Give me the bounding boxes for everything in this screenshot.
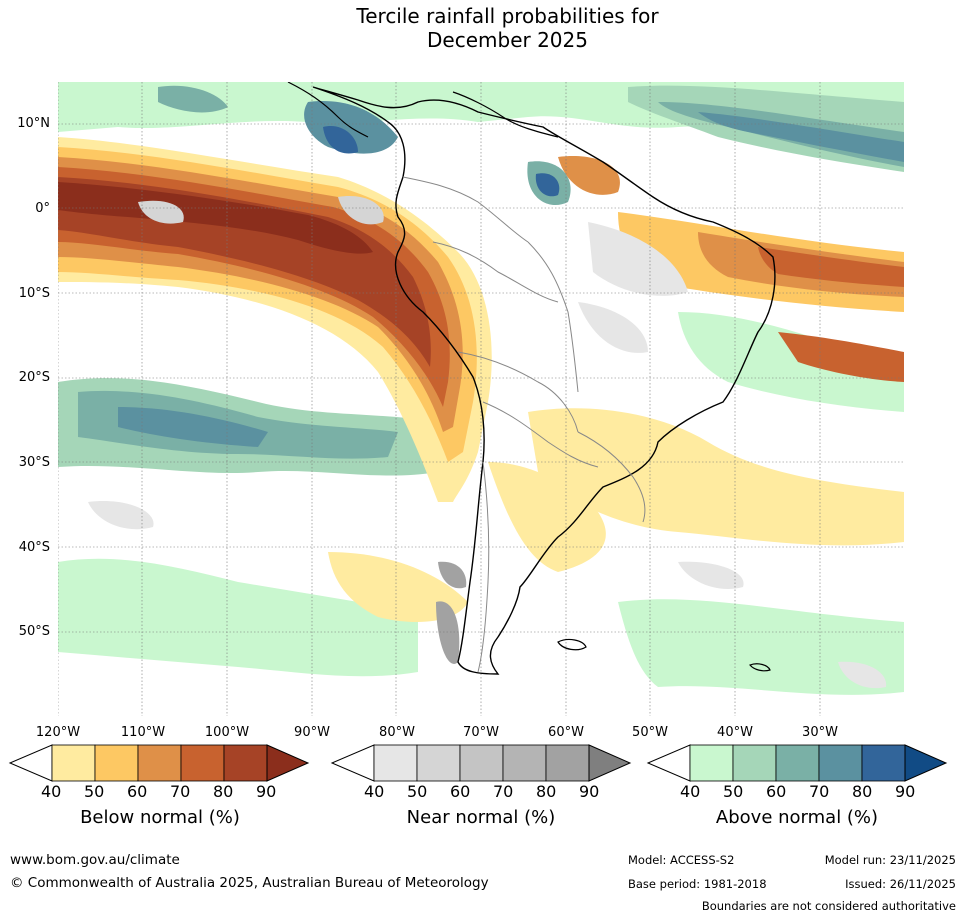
near-normal-low-arrow: [330, 744, 375, 782]
above-normal-swatch-1: [689, 744, 734, 782]
lon-label-70w: 70°W: [463, 725, 499, 740]
near-normal-areas: [88, 196, 887, 689]
footer-base-period: Base period: 1981-2018: [628, 877, 767, 891]
near-normal-swatch-5: [545, 744, 590, 782]
lon-label-40w: 40°W: [717, 725, 753, 740]
lat-label-40s: 40°S: [18, 540, 50, 555]
below-tick-40: 40: [41, 782, 62, 801]
above-tick-80: 80: [852, 782, 873, 801]
footer-model-run: Model run: 23/11/2025: [824, 853, 956, 867]
above-tick-40: 40: [680, 782, 701, 801]
near-normal-swatch-1: [373, 744, 418, 782]
lat-label-10s: 10°S: [18, 286, 50, 301]
south-america-coastline: [312, 86, 776, 675]
lon-label-120w: 120°W: [35, 725, 81, 740]
country-boundaries: [402, 176, 646, 673]
graticule: [58, 82, 904, 716]
lon-label-60w: 60°W: [548, 725, 584, 740]
central-america-coastline: [287, 82, 559, 138]
lon-label-110w: 110°W: [120, 725, 166, 740]
map-canvas: [58, 82, 904, 716]
lat-label-30s: 30°S: [18, 455, 50, 470]
near-tick-80: 80: [536, 782, 557, 801]
below-tick-70: 70: [170, 782, 191, 801]
below-normal-swatch-3: [137, 744, 182, 782]
below-tick-50: 50: [84, 782, 105, 801]
lon-label-100w: 100°W: [204, 725, 250, 740]
near-tick-50: 50: [407, 782, 428, 801]
above-normal-swatch-3: [775, 744, 820, 782]
below-normal-title: Below normal (%): [80, 807, 240, 828]
above-tick-60: 60: [766, 782, 787, 801]
above-normal-swatch-4: [818, 744, 863, 782]
near-normal-swatch-3: [459, 744, 504, 782]
map-title: Tercile rainfall probabilities for Decem…: [0, 4, 965, 52]
below-normal-swatch-4: [180, 744, 225, 782]
footer-disclaimer: Boundaries are not considered authoritat…: [701, 899, 956, 913]
below-normal-high-arrow: [266, 744, 310, 782]
lon-label-30w: 30°W: [802, 725, 838, 740]
near-tick-60: 60: [450, 782, 471, 801]
below-tick-90: 90: [256, 782, 277, 801]
lat-label-0: 0°: [35, 201, 50, 216]
footer-model: Model: ACCESS-S2: [628, 853, 735, 867]
above-normal-low-arrow: [646, 744, 691, 782]
lon-label-50w: 50°W: [632, 725, 668, 740]
below-normal-swatch-5: [223, 744, 268, 782]
near-normal-colorbar: [330, 744, 632, 782]
below-normal-areas: [58, 137, 904, 622]
above-normal-swatch-5: [861, 744, 906, 782]
map-title-line1: Tercile rainfall probabilities for: [356, 4, 659, 28]
below-normal-low-arrow: [8, 744, 53, 782]
below-tick-80: 80: [213, 782, 234, 801]
above-tick-50: 50: [723, 782, 744, 801]
below-tick-60: 60: [127, 782, 148, 801]
near-tick-90: 90: [579, 782, 600, 801]
above-tick-70: 70: [809, 782, 830, 801]
near-tick-70: 70: [493, 782, 514, 801]
above-tick-90: 90: [895, 782, 916, 801]
above-normal-title: Above normal (%): [715, 807, 879, 828]
footer-website: www.bom.gov.au/climate: [10, 852, 180, 868]
lat-label-10n: 10°N: [17, 116, 50, 131]
above-normal-swatch-2: [732, 744, 777, 782]
map-title-line2: December 2025: [427, 28, 588, 52]
south-georgia: [749, 663, 771, 672]
above-normal-high-arrow: [904, 744, 948, 782]
lat-label-20s: 20°S: [18, 370, 50, 385]
near-normal-high-arrow: [588, 744, 632, 782]
footer-issued: Issued: 26/11/2025: [845, 877, 956, 891]
near-tick-40: 40: [364, 782, 385, 801]
below-normal-swatch-2: [94, 744, 139, 782]
footer-copyright: © Commonwealth of Australia 2025, Austra…: [10, 875, 489, 891]
above-normal-colorbar: [646, 744, 948, 782]
falkland-islands: [557, 638, 587, 651]
lat-label-50s: 50°S: [18, 624, 50, 639]
near-normal-swatch-4: [502, 744, 547, 782]
rainfall-probability-map: [58, 82, 904, 716]
below-normal-swatch-1: [51, 744, 96, 782]
near-normal-swatch-2: [416, 744, 461, 782]
lon-label-90w: 90°W: [294, 725, 330, 740]
near-normal-title: Near normal (%): [406, 807, 556, 828]
lon-label-80w: 80°W: [379, 725, 415, 740]
below-normal-colorbar: [8, 744, 310, 782]
